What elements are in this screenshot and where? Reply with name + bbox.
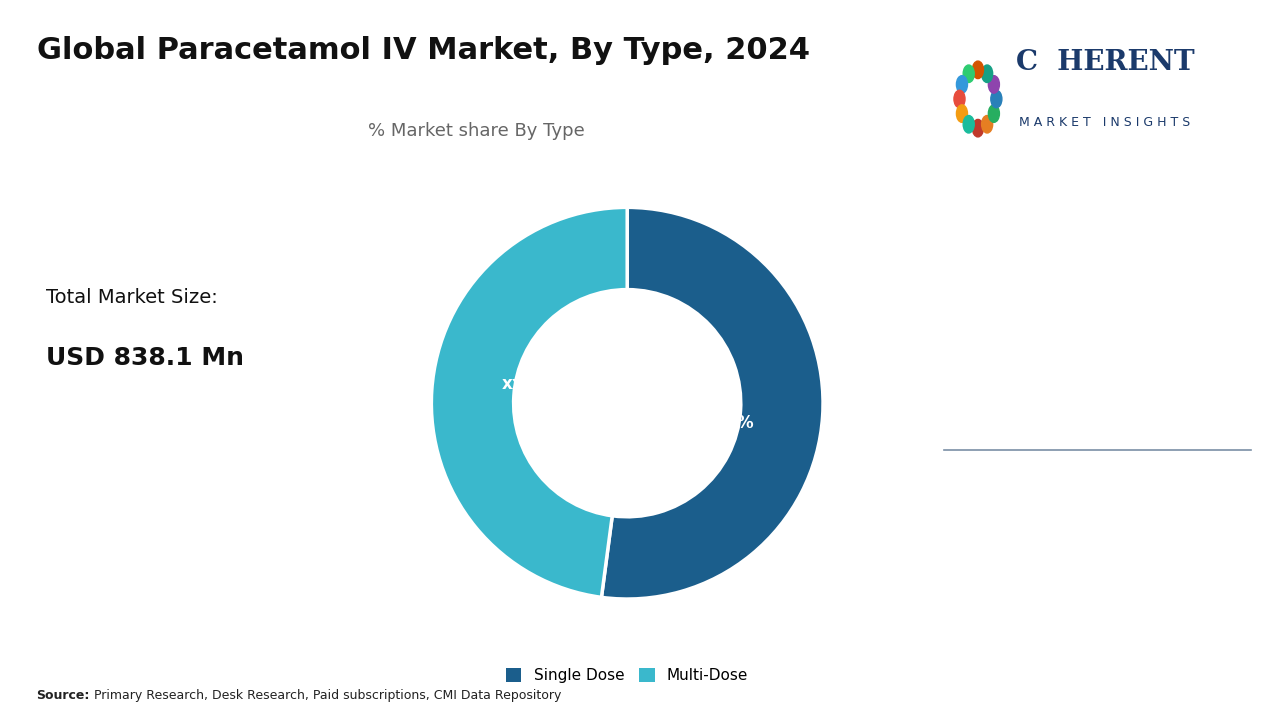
Circle shape <box>963 65 974 83</box>
Circle shape <box>982 65 993 83</box>
Circle shape <box>973 120 983 137</box>
Circle shape <box>988 105 1000 122</box>
Text: C  HERENT: C HERENT <box>1015 50 1194 76</box>
Text: Revenue Share, 2024: Revenue Share, 2024 <box>952 402 1116 416</box>
Circle shape <box>973 61 983 78</box>
Circle shape <box>963 115 974 133</box>
Circle shape <box>954 90 965 108</box>
Text: Global Paracetamol IV Market, By Type, 2024: Global Paracetamol IV Market, By Type, 2… <box>37 36 810 65</box>
Legend: Single Dose, Multi-Dose: Single Dose, Multi-Dose <box>500 662 754 689</box>
Text: M A R K E T   I N S I G H T S: M A R K E T I N S I G H T S <box>1019 116 1190 129</box>
Circle shape <box>991 90 1002 108</box>
Circle shape <box>956 105 968 122</box>
Wedge shape <box>431 207 627 598</box>
Circle shape <box>988 76 1000 93</box>
Circle shape <box>982 115 993 133</box>
Text: USD 838.1 Mn: USD 838.1 Mn <box>46 346 243 369</box>
Wedge shape <box>602 207 823 599</box>
Text: Type -: Type - <box>1083 310 1134 325</box>
Text: Global
Paracetamol IV
Market: Global Paracetamol IV Market <box>952 472 1181 577</box>
Text: Source:: Source: <box>37 689 90 702</box>
Text: Estimated Market: Estimated Market <box>952 358 1087 373</box>
Text: Total Market Size:: Total Market Size: <box>46 288 218 307</box>
Text: 52.1%: 52.1% <box>952 228 1125 276</box>
Text: Single Dose: Single Dose <box>952 310 1052 325</box>
Text: % Market share By Type: % Market share By Type <box>367 122 584 140</box>
Text: 52.1%: 52.1% <box>696 414 754 432</box>
Text: Primary Research, Desk Research, Paid subscriptions, CMI Data Repository: Primary Research, Desk Research, Paid su… <box>90 689 561 702</box>
Circle shape <box>956 76 968 93</box>
Text: xx.x%: xx.x% <box>502 374 557 392</box>
